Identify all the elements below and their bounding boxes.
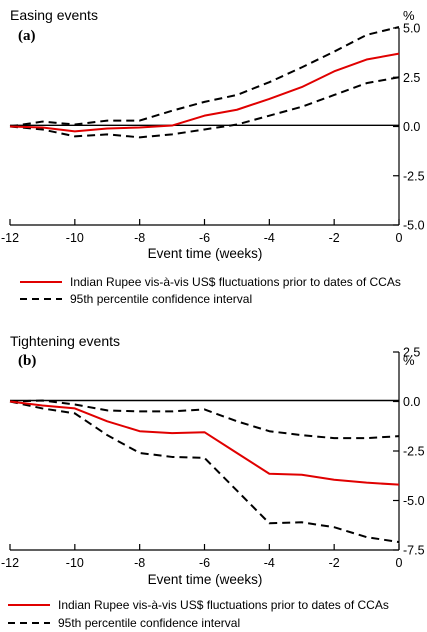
x-tick-label: -4 [264, 556, 275, 570]
series-group [9, 26, 400, 139]
x-tick-label: 0 [396, 556, 403, 570]
series-line-lower-ci [9, 76, 400, 139]
y-tick-label: 5.0 [403, 22, 420, 36]
x-tick-label: -12 [1, 231, 19, 245]
y-axis-unit: % [403, 8, 415, 23]
x-tick-label: -10 [66, 556, 84, 570]
y-axis-unit: % [403, 353, 415, 368]
x-axis-label: Event time (weeks) [148, 246, 263, 261]
y-tick-label: -7.5 [403, 544, 425, 558]
legend: Indian Rupee vis-à-vis US$ fluctuations … [20, 275, 401, 306]
legend-label: Indian Rupee vis-à-vis US$ fluctuations … [70, 275, 401, 289]
series-line-lower-ci [9, 400, 400, 544]
series-line-upper-ci [9, 26, 400, 128]
y-tick-label: 2.5 [403, 346, 420, 360]
chart-title: Easing events [10, 7, 98, 23]
panel-label: (a) [18, 28, 36, 44]
x-tick-label: -4 [264, 231, 275, 245]
x-tick-label: -6 [199, 556, 210, 570]
x-tick-label: -2 [329, 231, 340, 245]
tick-group: -12 -10 -8 -6 -4 -2 0 2.5 0.0 -2.5 -5.0 -7.5 [1, 346, 425, 571]
x-tick-label: -10 [66, 231, 84, 245]
y-tick-label: 0.0 [403, 395, 420, 409]
x-tick-label: -2 [329, 556, 340, 570]
y-tick-label: -2.5 [403, 169, 425, 183]
series-line-upper-ci [9, 399, 400, 440]
y-tick-label: 2.5 [403, 71, 420, 85]
panel-easing: Easing events (a) % -12 -10 -8 -6 -4 -2 0 5.0 2.… [1, 7, 425, 306]
series-line-rupee [9, 52, 400, 133]
y-tick-label: 0.0 [403, 120, 420, 134]
tick-group: -12 -10 -8 -6 -4 -2 0 5.0 2.5 0.0 -2.5 -5.0 [1, 22, 425, 246]
x-tick-label: -6 [199, 231, 210, 245]
series-group [9, 399, 400, 544]
legend-label: 95th percentile confidence interval [58, 616, 240, 630]
y-tick-label: -2.5 [403, 445, 425, 459]
panel-label: (b) [18, 353, 36, 369]
x-axis-label: Event time (weeks) [148, 572, 263, 587]
x-tick-label: -8 [134, 556, 145, 570]
series-line-rupee [9, 400, 400, 486]
y-tick-label: -5.0 [403, 219, 425, 233]
legend-label: Indian Rupee vis-à-vis US$ fluctuations … [58, 598, 389, 612]
x-tick-label: -8 [134, 231, 145, 245]
x-tick-label: 0 [396, 231, 403, 245]
x-tick-label: -12 [1, 556, 19, 570]
legend-label: 95th percentile confidence interval [70, 292, 252, 306]
chart-title: Tightening events [10, 333, 120, 349]
panel-tightening: Tightening events (b) % -12 -10 -8 -6 -4 -2 0 2… [1, 333, 425, 630]
y-tick-label: -5.0 [403, 494, 425, 508]
legend: Indian Rupee vis-à-vis US$ fluctuations … [8, 598, 389, 630]
